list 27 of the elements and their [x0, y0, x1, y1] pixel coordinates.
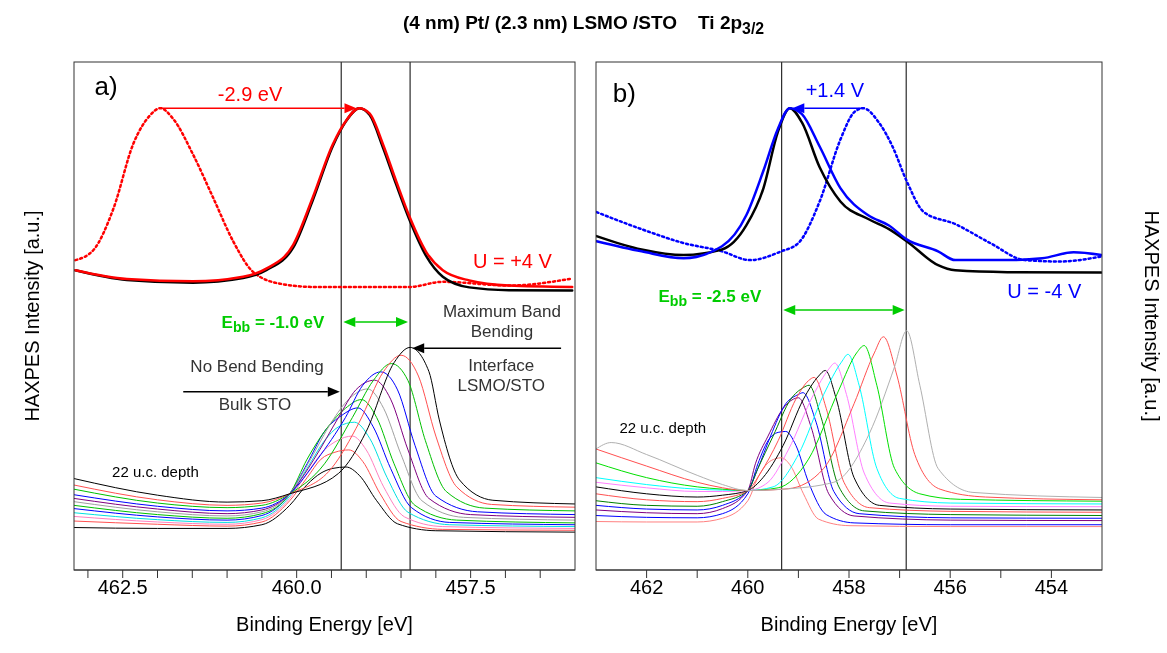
x-axis-title: Binding Energy [eV] — [760, 613, 938, 635]
text: +1.4 V — [805, 78, 865, 102]
x-tick-label: 454 — [1034, 576, 1069, 599]
x-tick-label: 460 — [731, 576, 765, 599]
annotation: Maximum Band Bending — [441, 302, 562, 342]
y-axis-title: HAXPES Intensity [a.u.] — [20, 210, 44, 422]
text: -2.9 eV — [217, 82, 283, 106]
annotation: U = +4 V — [472, 249, 552, 273]
x-tick-label: 462.5 — [97, 576, 148, 599]
y-axis-title: HAXPES Intensity [a.u.] — [1139, 210, 1163, 422]
x-tick-label: 462 — [629, 576, 664, 599]
x-axis-title: Binding Energy [eV] — [236, 613, 413, 635]
annotation: 22 u.c. depth — [619, 419, 707, 437]
x-tick-label: 460.0 — [271, 576, 322, 599]
chart-title: (4 nm) Pt/ (2.3 nm) LSMO /STO Ti 2p$_{3/2}$ — [401, 12, 766, 38]
x-tick-label: 458 — [832, 576, 866, 599]
annotation: E$_{bb}$ = -1.0 eV — [221, 312, 325, 336]
annotation: U = -4 V — [1007, 279, 1082, 303]
annotation: Interface LSMO/STO — [456, 356, 546, 397]
annotation: No Bend Bending — [190, 357, 324, 378]
text: a) — [94, 70, 118, 102]
annotation: Bulk STO — [218, 394, 292, 415]
annotation: 22 u.c. depth — [112, 463, 199, 481]
annotation: E$_{bb}$ = -2.5 eV — [658, 286, 762, 309]
x-tick-label: 457.5 — [445, 576, 496, 599]
x-tick-label: 456 — [933, 576, 967, 599]
text: b) — [612, 77, 636, 109]
